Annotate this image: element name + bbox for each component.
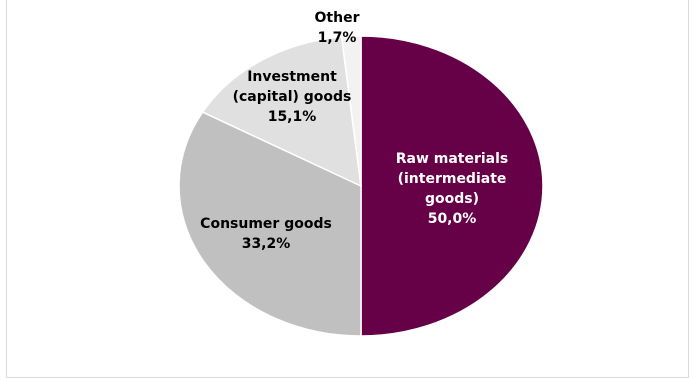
slice-name-line: goods) bbox=[425, 191, 479, 207]
slice-name-line: Other bbox=[315, 10, 360, 26]
pie-labels: Raw materials (intermediate goods) 50,0% Con… bbox=[200, 10, 508, 252]
slice-name-line: Consumer goods bbox=[200, 216, 332, 232]
slice-value-label: 15,1% bbox=[268, 109, 317, 125]
slice-value-label: 33,2% bbox=[242, 236, 291, 252]
pie-slices bbox=[178, 35, 544, 337]
slice-label-raw-materials: Raw materials (intermediate goods) 50,0% bbox=[396, 151, 509, 227]
pie-slice-investment-goods bbox=[201, 36, 362, 188]
slice-value-label: 50,0% bbox=[428, 211, 477, 227]
slice-name-line: Investment bbox=[247, 69, 337, 85]
slice-value-label: 1,7% bbox=[318, 30, 357, 46]
slice-name-line: Raw materials bbox=[396, 151, 509, 167]
slice-name-line: (capital) goods bbox=[233, 89, 352, 105]
slice-name-line: (intermediate bbox=[398, 171, 507, 187]
pie-slice-other bbox=[340, 35, 362, 187]
pie-slice-raw-materials bbox=[360, 35, 544, 337]
slice-label-other: Other 1,7% bbox=[315, 10, 360, 46]
pie-slice-consumer-goods bbox=[178, 111, 362, 337]
slice-label-consumer-goods: Consumer goods 33,2% bbox=[200, 216, 332, 252]
slice-label-investment-goods: Investment (capital) goods 15,1% bbox=[233, 69, 352, 125]
